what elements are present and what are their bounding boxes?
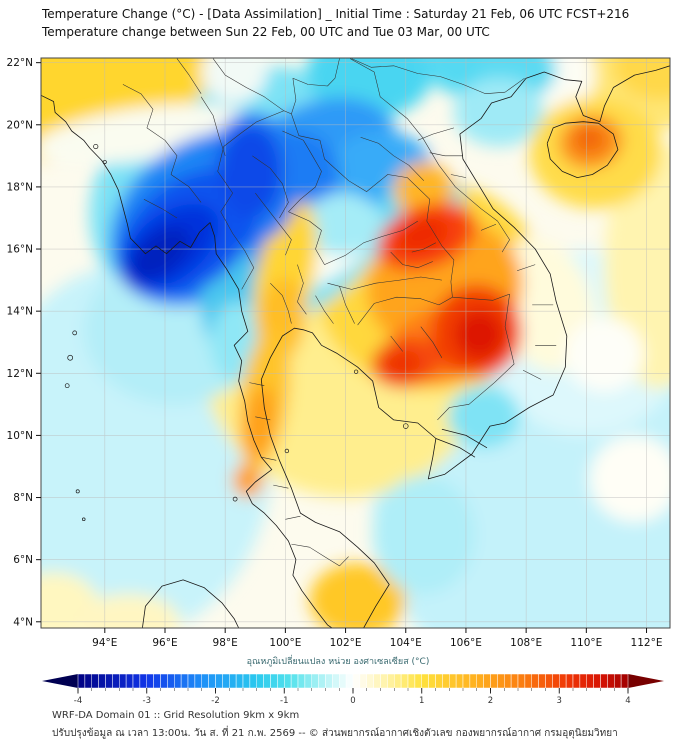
- y-axis-tick-label: 16°N: [7, 244, 33, 256]
- x-axis-tick-label: 100°E: [269, 637, 301, 649]
- y-axis-tick-label: 6°N: [13, 554, 33, 566]
- x-axis-tick-label: 94°E: [92, 637, 117, 649]
- footer-credit: ปรับปรุงข้อมูล ณ เวลา 13:00น. วัน ส. ที่…: [52, 728, 618, 739]
- colorbar-right-arrow: [628, 674, 664, 688]
- figure-title: Temperature Change (°C) - [Data Assimila…: [42, 7, 630, 21]
- y-axis-tick-label: 20°N: [7, 119, 33, 131]
- temperature-anomaly-field: [41, 58, 670, 628]
- colorbar-tick-label: 1: [419, 696, 424, 706]
- colorbar-tick-label: 2: [488, 696, 493, 706]
- colorbar-tick-label: 0: [350, 696, 355, 706]
- x-axis-tick-label: 102°E: [330, 637, 362, 649]
- figure-subtitle: Temperature change between Sun 22 Feb, 0…: [42, 25, 490, 39]
- x-axis-tick-label: 106°E: [450, 637, 482, 649]
- y-axis-tick-label: 12°N: [7, 368, 33, 380]
- map-plot: [40, 57, 671, 629]
- x-axis-tick-label: 112°E: [631, 637, 663, 649]
- y-axis-tick-label: 10°N: [7, 430, 33, 442]
- x-axis-tick-label: 96°E: [152, 637, 177, 649]
- x-axis-tick-label: 110°E: [570, 637, 602, 649]
- x-axis-tick-label: 98°E: [213, 637, 238, 649]
- y-axis-tick-label: 4°N: [13, 616, 33, 628]
- graticule: [41, 58, 670, 628]
- x-axis-tick-label: 104°E: [390, 637, 422, 649]
- y-axis-tick-label: 8°N: [13, 492, 33, 504]
- colorbar-tick-label: -1: [280, 696, 288, 706]
- colorbar-tick-label: -2: [211, 696, 219, 706]
- colorbar-label: อุณหภูมิเปลี่ยนแปลง หน่วย องศาเซลเซียส (…: [246, 657, 430, 667]
- y-axis-tick-label: 22°N: [7, 57, 33, 69]
- colorbar-tick-label: -4: [74, 696, 82, 706]
- y-axis-tick-label: 14°N: [7, 306, 33, 318]
- colorbar-tick-label: 3: [557, 696, 562, 706]
- colorbar-tick-label: 4: [625, 696, 630, 706]
- colorbar: -4 -3 -2 -1 0 1 2 3 4: [42, 673, 664, 706]
- colorbar-left-arrow: [42, 674, 78, 688]
- x-axis-tick-label: 108°E: [510, 637, 542, 649]
- axes: 94°E 96°E 98°E 100°E 102°E 104°E 106°E 108°E 110…: [7, 57, 663, 649]
- colorbar-tick-label: -3: [143, 696, 151, 706]
- footer-domain-info: WRF-DA Domain 01 :: Grid Resolution 9km …: [52, 710, 300, 721]
- coastlines: [41, 58, 670, 628]
- y-axis-tick-label: 18°N: [7, 181, 33, 193]
